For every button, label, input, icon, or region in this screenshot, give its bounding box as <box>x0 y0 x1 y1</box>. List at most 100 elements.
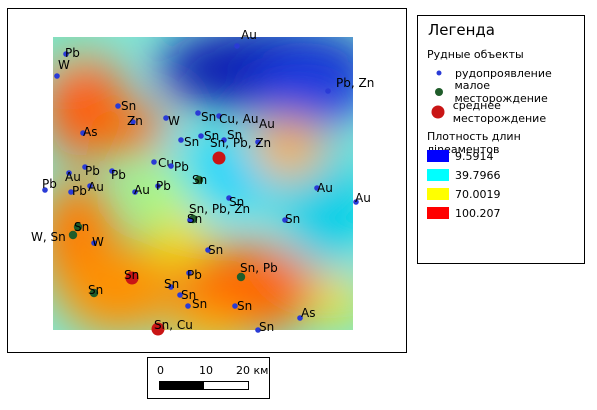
ore-object[interactable]: Pb, Zn <box>325 76 374 94</box>
occurrence-point-icon[interactable] <box>168 284 174 290</box>
occurrence-point-icon[interactable] <box>130 119 136 125</box>
ore-object[interactable]: Sn <box>73 220 89 234</box>
occurrence-point-icon[interactable] <box>178 137 184 143</box>
ore-object[interactable]: Sn <box>164 277 179 291</box>
occurrence-point-icon[interactable] <box>325 88 331 94</box>
ore-object[interactable]: Sn <box>282 212 300 226</box>
legend-item-occurrence: рудопроявление <box>427 66 552 80</box>
occurrence-point-icon[interactable] <box>87 183 93 189</box>
occurrence-point-icon[interactable] <box>297 315 303 321</box>
ore-object-label: Pb, Zn <box>336 76 374 90</box>
ore-object[interactable]: W, Sn <box>31 230 78 244</box>
ore-object[interactable]: W <box>91 235 104 249</box>
occurrence-point-icon[interactable] <box>54 73 60 79</box>
occurrence-point-icon[interactable] <box>66 170 72 176</box>
occurrence-point-icon[interactable] <box>195 110 201 116</box>
occurrence-point-icon[interactable] <box>91 240 97 246</box>
ore-object[interactable]: W <box>163 114 180 128</box>
occurrence-point-icon[interactable] <box>221 137 227 143</box>
ore-object[interactable]: Sn <box>88 283 103 298</box>
small-deposit-point-icon[interactable] <box>236 272 246 282</box>
ore-object[interactable]: W <box>54 58 70 79</box>
small-deposit-point-icon[interactable] <box>194 175 204 185</box>
occurrence-point-icon[interactable] <box>80 130 86 136</box>
ore-object[interactable]: Sn <box>255 320 274 334</box>
ore-object[interactable]: Pb <box>155 179 171 193</box>
ore-object[interactable]: Au <box>234 28 257 49</box>
occurrence-point-icon[interactable] <box>163 115 169 121</box>
occurrence-point-icon[interactable] <box>353 199 359 205</box>
ore-object-label: Sn, Pb <box>240 261 278 275</box>
ore-object[interactable]: Au <box>314 181 333 195</box>
occurrence-point-icon[interactable] <box>232 303 238 309</box>
occurrence-point-icon[interactable] <box>186 270 192 276</box>
occurrence-point-icon[interactable] <box>168 163 174 169</box>
ore-object[interactable]: Sn <box>198 129 219 143</box>
color-swatch <box>427 207 449 219</box>
medium-deposit-point-icon[interactable] <box>125 271 139 285</box>
ore-object[interactable]: Pb <box>68 184 87 198</box>
ore-object[interactable]: Sn <box>232 299 252 313</box>
legend-item-label: 39.7966 <box>455 168 501 182</box>
ore-object[interactable]: Sn <box>226 195 244 209</box>
medium-deposit-point-icon[interactable] <box>151 322 165 336</box>
occurrence-point-icon[interactable] <box>82 164 88 170</box>
occurrence-point-icon[interactable] <box>255 139 261 145</box>
ore-object[interactable]: Sn <box>177 288 196 302</box>
small-deposit-point-icon[interactable] <box>73 222 83 232</box>
occurrence-point-icon[interactable] <box>185 303 191 309</box>
ore-object[interactable]: Pb <box>63 46 80 60</box>
ore-object[interactable]: Pb <box>168 160 189 174</box>
occurrence-point-icon[interactable] <box>255 327 261 333</box>
ore-object[interactable]: As <box>80 125 97 139</box>
ore-object[interactable]: As <box>297 306 315 321</box>
ore-object[interactable]: Sn <box>178 135 199 149</box>
occurrence-point-icon[interactable] <box>177 292 183 298</box>
occurrence-point-icon[interactable] <box>216 113 222 119</box>
ore-object[interactable]: Sn <box>192 173 207 187</box>
ore-object[interactable]: Sn, Cu <box>151 318 193 336</box>
occurrence-point-icon[interactable] <box>63 51 69 57</box>
ore-object[interactable]: Sn <box>221 128 242 143</box>
occurrence-point-icon[interactable] <box>109 168 115 174</box>
occurrence-point-icon[interactable] <box>155 183 161 189</box>
ore-object[interactable]: Sn <box>187 212 202 226</box>
occurrence-point-icon[interactable] <box>115 103 121 109</box>
ore-object[interactable]: Cu, Au <box>216 112 258 126</box>
occurrence-point-icon[interactable] <box>187 217 193 223</box>
ore-object[interactable]: Sn <box>205 243 223 257</box>
medium-deposit-point-icon[interactable] <box>212 151 226 165</box>
occurrence-point-icon[interactable] <box>68 189 74 195</box>
occurrence-point-icon[interactable] <box>198 133 204 139</box>
occurrence-point-icon[interactable] <box>205 247 211 253</box>
occurrence-point-icon[interactable] <box>42 187 48 193</box>
ore-object[interactable]: Sn, Pb <box>236 261 278 282</box>
ore-object[interactable]: Pb <box>82 164 100 178</box>
occurrence-point-icon[interactable] <box>282 217 288 223</box>
occurrence-point-icon[interactable] <box>234 43 240 49</box>
small-deposit-point-icon[interactable] <box>89 288 99 298</box>
ore-object[interactable]: Au <box>255 117 275 145</box>
small-deposit-point-icon[interactable] <box>68 230 78 240</box>
ore-object[interactable]: Sn <box>124 268 139 285</box>
ore-object[interactable]: Au <box>65 170 81 184</box>
ore-object[interactable]: Au <box>87 180 104 194</box>
occurrence-point-icon[interactable] <box>151 159 157 165</box>
ore-object-label: Sn <box>201 110 216 124</box>
ore-object[interactable]: Pb <box>42 177 57 193</box>
ore-object[interactable]: Pb <box>109 168 126 182</box>
ore-object-label: Sn <box>259 320 274 334</box>
ore-object[interactable]: Au <box>132 183 150 197</box>
legend-item-label: рудопроявление <box>455 66 552 80</box>
ore-object[interactable]: Zn <box>127 114 143 128</box>
ore-object[interactable]: Sn <box>185 297 207 311</box>
occurrence-point-icon[interactable] <box>314 185 320 191</box>
ore-object[interactable]: Au <box>353 191 371 205</box>
occurrence-point-icon[interactable] <box>132 189 138 195</box>
ore-object[interactable]: Sn, Pb, Zn <box>210 136 271 165</box>
occurrence-point-icon[interactable] <box>226 195 232 201</box>
ore-object[interactable]: Pb <box>186 268 202 282</box>
ore-object[interactable]: Sn <box>115 99 136 113</box>
ore-object[interactable]: Sn <box>195 110 216 124</box>
